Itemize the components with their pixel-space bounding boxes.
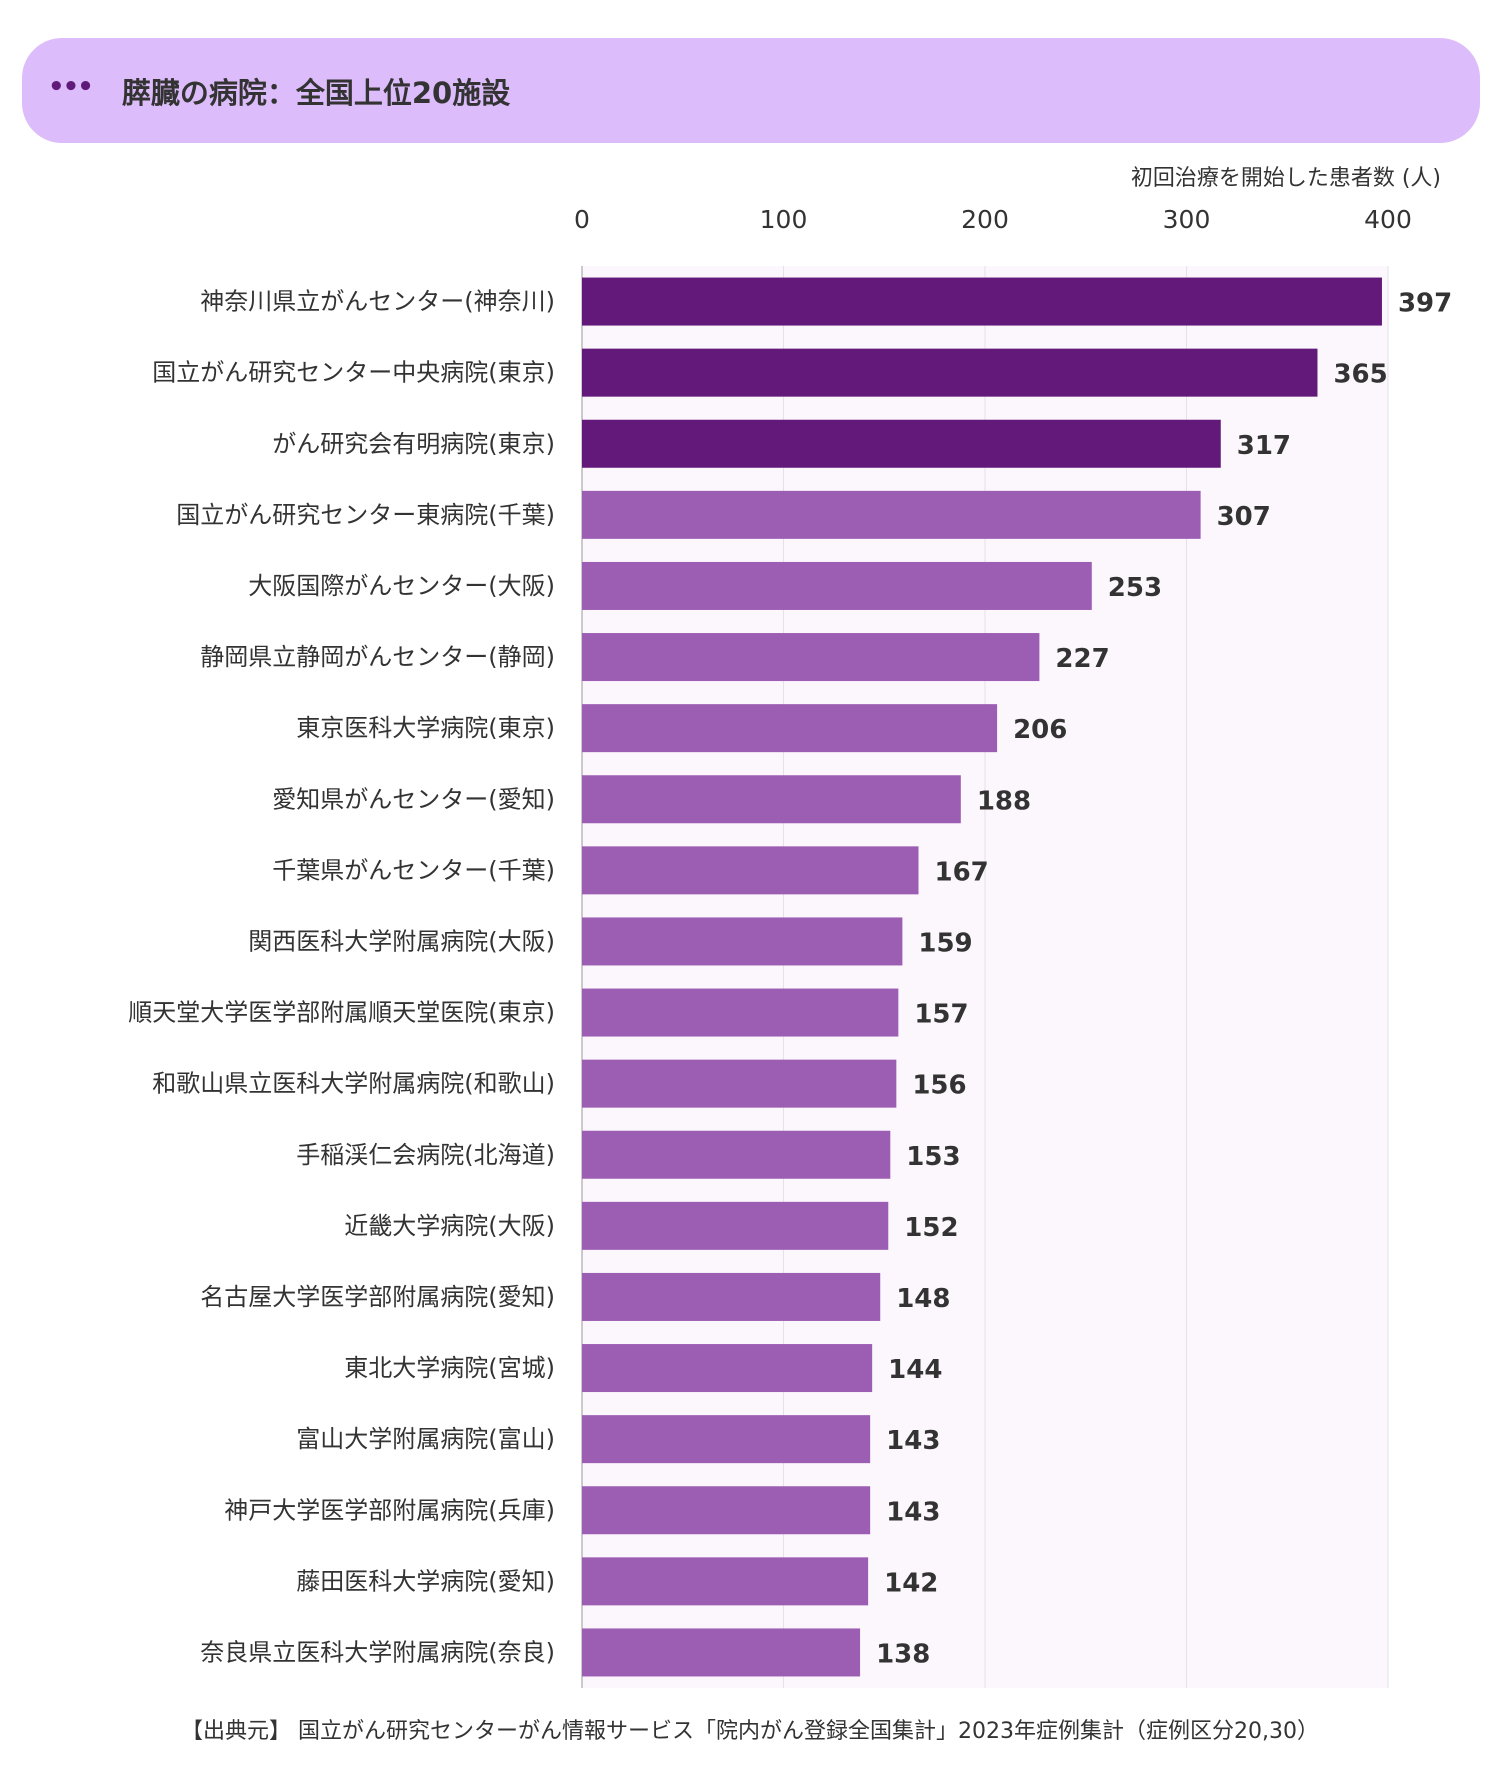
data-label: 144 (888, 1355, 942, 1385)
category-label: 国立がん研究センター中央病院(東京) (152, 359, 555, 387)
data-label: 143 (886, 1497, 940, 1527)
data-label: 365 (1333, 360, 1387, 390)
data-label: 138 (876, 1639, 930, 1669)
category-label: 富山大学附属病院(富山) (296, 1425, 555, 1453)
data-label: 148 (896, 1284, 950, 1314)
category-label: 愛知県がんセンター(愛知) (272, 785, 555, 813)
category-label: 奈良県立医科大学附属病院(奈良) (200, 1638, 555, 1666)
source-note: 【出典元】 国立がん研究センターがん情報サービス「院内がん登録全国集計」2023… (181, 1719, 1319, 1744)
x-tick-label: 400 (1364, 205, 1412, 234)
category-label: 関西医科大学附属病院(大阪) (248, 927, 555, 955)
data-label: 206 (1013, 715, 1067, 745)
bar (582, 1059, 897, 1108)
category-label: 国立がん研究センター東病院(千葉) (176, 501, 555, 529)
bar (582, 1201, 889, 1250)
category-label: 名古屋大学医学部附属病院(愛知) (200, 1283, 555, 1311)
bar (582, 348, 1318, 397)
data-label: 159 (918, 928, 972, 958)
category-label: 千葉県がんセンター(千葉) (272, 856, 555, 884)
data-label: 156 (912, 1071, 966, 1101)
x-tick-label: 300 (1163, 205, 1211, 234)
category-label: 東北大学病院(宮城) (344, 1354, 555, 1382)
data-label: 307 (1217, 502, 1271, 532)
category-label: 東京医科大学病院(東京) (296, 714, 555, 742)
bar (582, 1557, 869, 1606)
bar (582, 1486, 871, 1535)
category-label: がん研究会有明病院(東京) (272, 430, 555, 458)
axis-label: 初回治療を開始した患者数 (人) (1130, 166, 1441, 191)
bar (582, 633, 1040, 682)
bar (582, 1415, 871, 1464)
bar (582, 1272, 881, 1321)
bar (582, 1344, 873, 1393)
data-label: 167 (935, 857, 989, 887)
category-label: 大阪国際がんセンター(大阪) (248, 572, 555, 600)
category-label: 近畿大学病院(大阪) (344, 1212, 555, 1240)
category-label: 静岡県立静岡がんセンター(静岡) (200, 643, 555, 671)
data-label: 317 (1237, 431, 1291, 461)
data-label: 253 (1108, 573, 1162, 603)
category-label: 和歌山県立医科大学附属病院(和歌山) (152, 1070, 555, 1098)
chart-title: 膵臓の病院：全国上位20施設 (121, 75, 511, 110)
bar (582, 419, 1221, 468)
bar (582, 846, 919, 895)
bar (582, 917, 903, 966)
bar (582, 277, 1382, 326)
x-tick-label: 0 (574, 205, 590, 234)
data-label: 152 (904, 1213, 958, 1243)
bar (582, 988, 899, 1037)
bar (582, 704, 998, 753)
data-label: 188 (977, 786, 1031, 816)
category-label: 藤田医科大学病院(愛知) (296, 1567, 555, 1595)
bar (582, 490, 1201, 539)
category-label: 神奈川県立がんセンター(神奈川) (200, 288, 555, 316)
category-label: 順天堂大学医学部附属順天堂医院(東京) (128, 999, 555, 1027)
data-label: 227 (1055, 644, 1109, 674)
x-tick-label: 200 (961, 205, 1009, 234)
data-label: 142 (884, 1568, 938, 1598)
category-label: 神戸大学医学部附属病院(兵庫) (224, 1496, 555, 1524)
bar (582, 775, 961, 824)
data-label: 153 (906, 1142, 960, 1172)
data-label: 157 (914, 1000, 968, 1030)
x-tick-label: 100 (760, 205, 808, 234)
data-label: 143 (886, 1426, 940, 1456)
bar (582, 1130, 891, 1179)
ellipsis-icon: ••• (48, 71, 94, 102)
category-label: 手稲渓仁会病院(北海道) (296, 1141, 555, 1169)
bar (582, 561, 1092, 610)
chart-header: ••• 膵臓の病院：全国上位20施設 (22, 38, 1480, 143)
bar (582, 1628, 861, 1677)
data-label: 397 (1398, 289, 1452, 319)
